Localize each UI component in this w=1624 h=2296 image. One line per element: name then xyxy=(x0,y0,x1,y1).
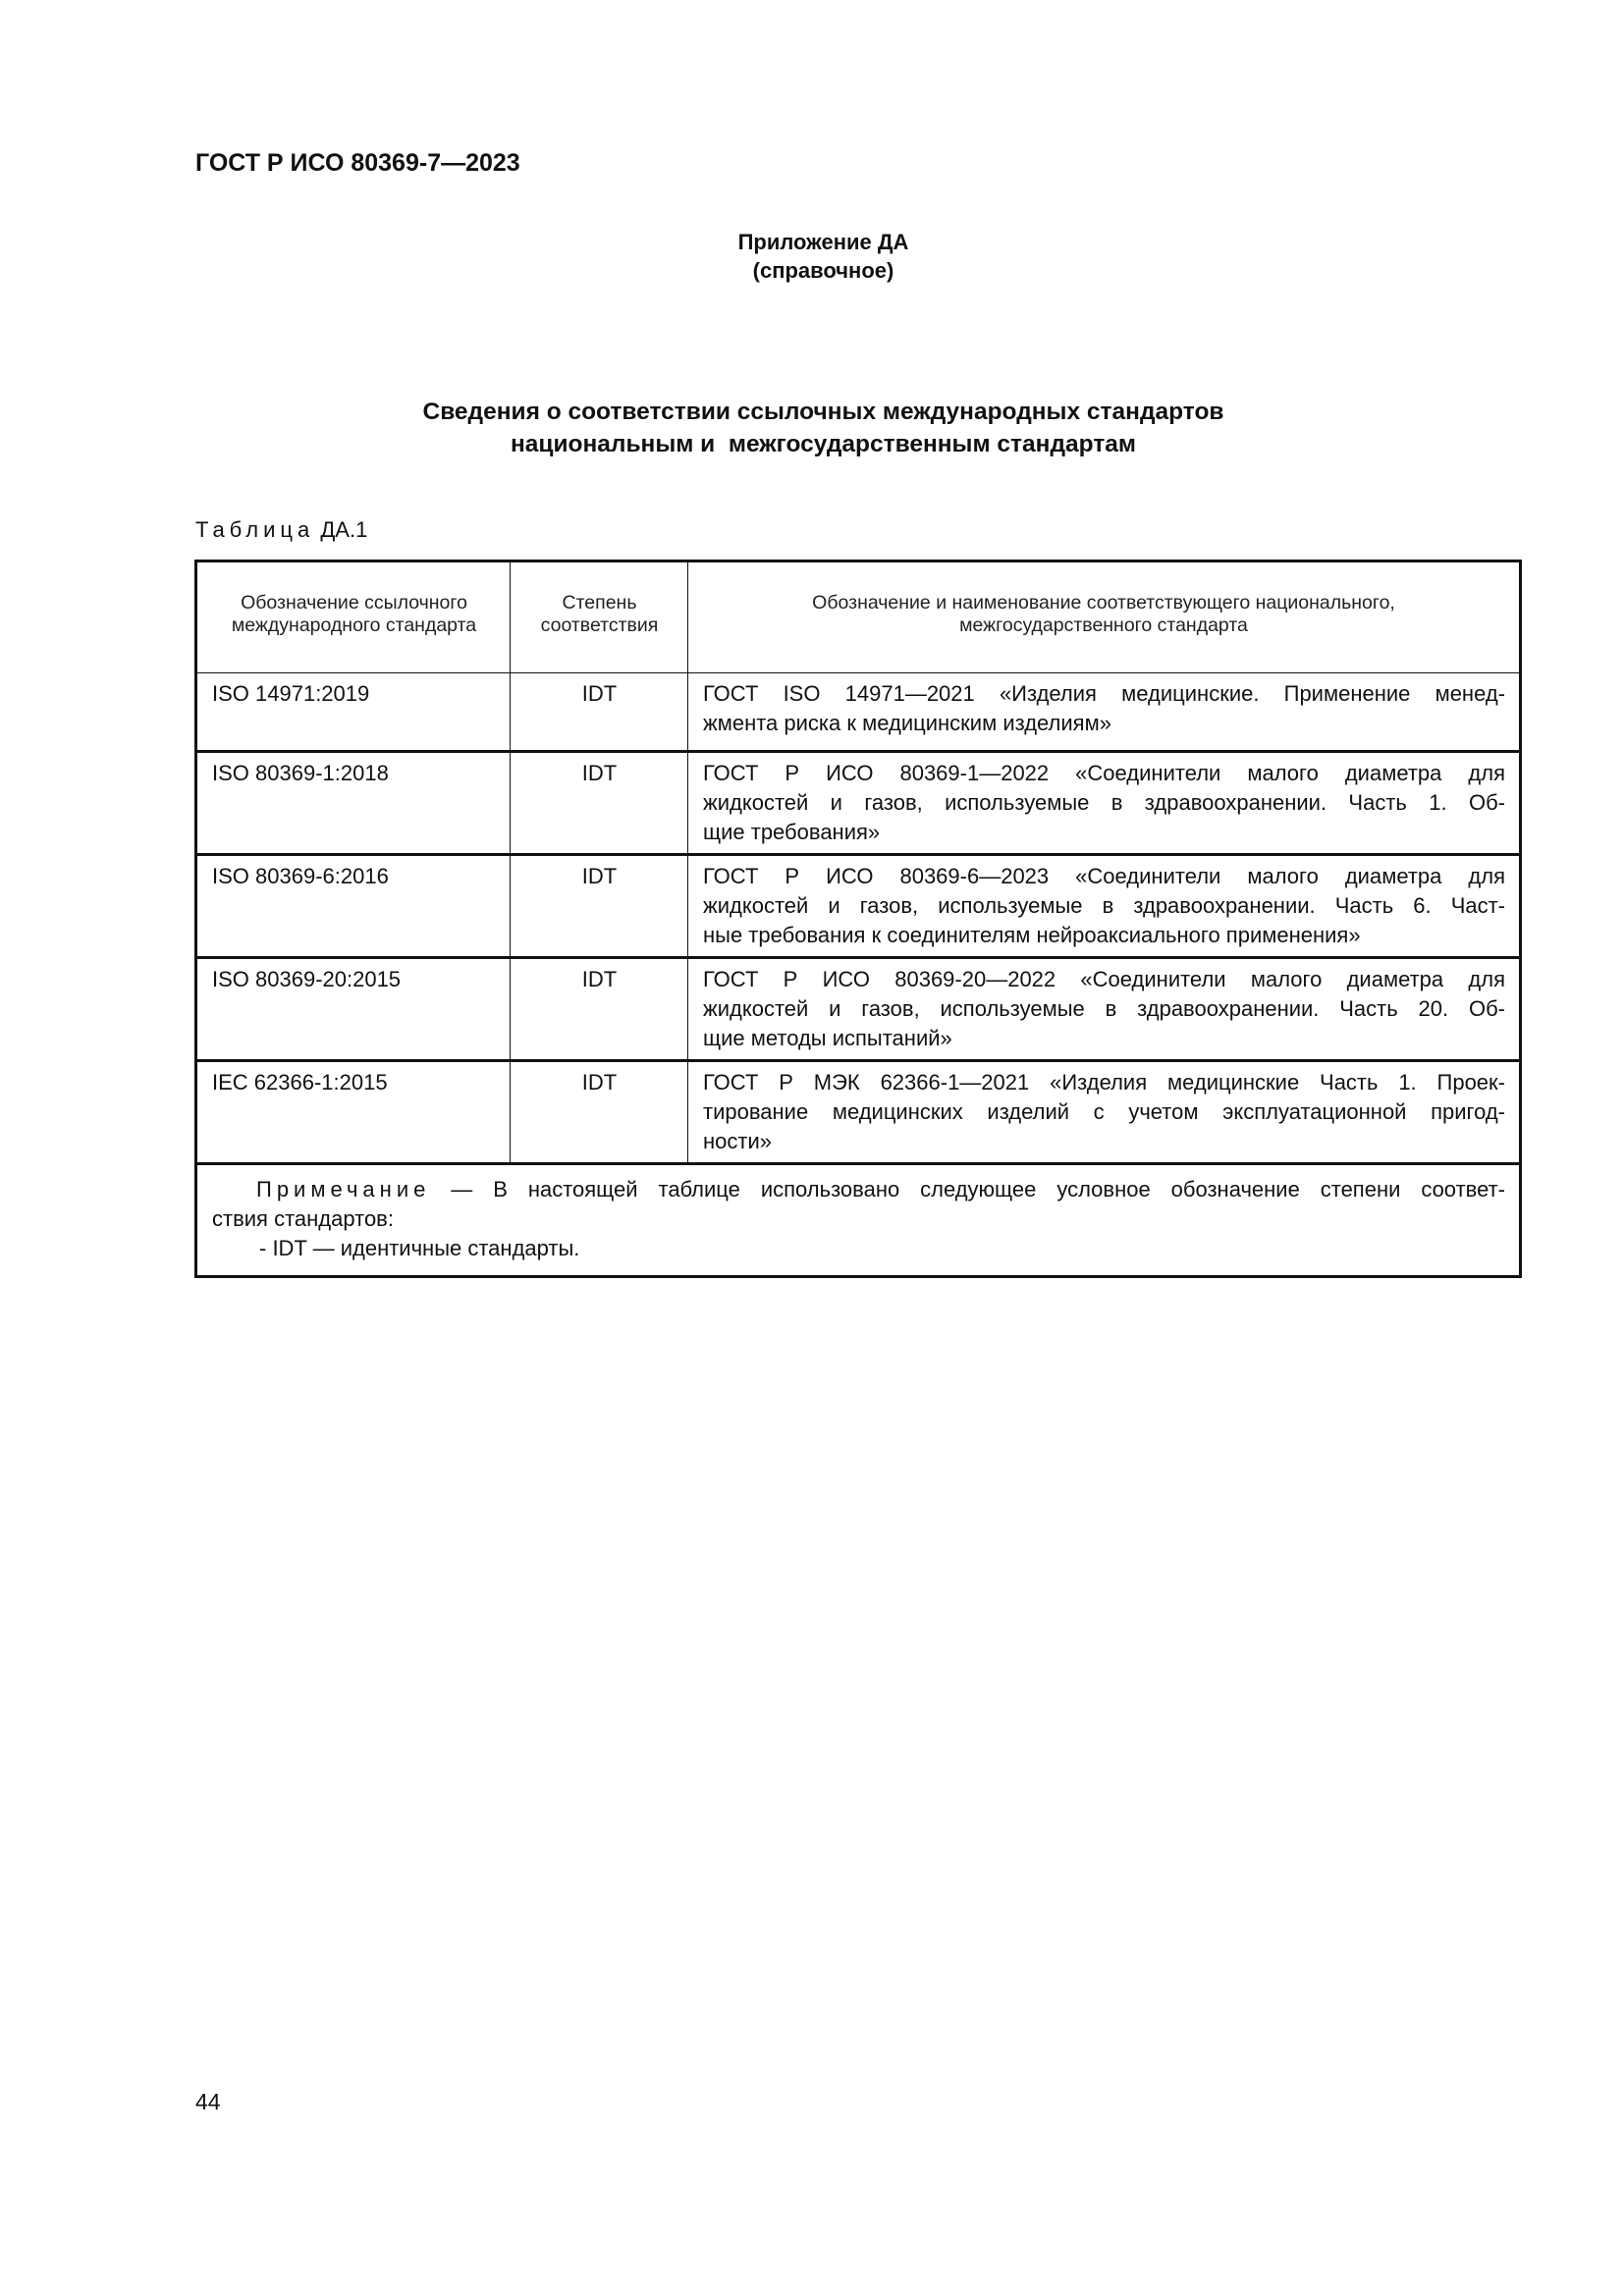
national-standard-line: ГОСТ Р ИСО 80369-6—2023 «Соединители мал… xyxy=(703,864,1505,888)
table-caption-number: ДА.1 xyxy=(320,517,368,542)
degree-cell: IDT xyxy=(510,853,688,958)
national-standard-cell: ГОСТ Р ИСО 80369-1—2022 «Соединители мал… xyxy=(687,750,1521,855)
degree-cell: IDT xyxy=(510,956,688,1061)
national-standard-line: ГОСТ Р ИСО 80369-1—2022 «Соединители мал… xyxy=(703,761,1505,785)
note-line-1: — В настоящей таблице использовано следу… xyxy=(430,1177,1505,1201)
national-standard-line: жидкостей и газов, используемые в здраво… xyxy=(703,790,1505,815)
national-standard-line: тирование медицинских изделий с учетом э… xyxy=(703,1099,1505,1124)
national-standard-line: ГОСТ Р МЭК 62366-1—2021 «Изделия медицин… xyxy=(703,1070,1505,1095)
national-standard-line: ГОСТ Р ИСО 80369-20—2022 «Соединители ма… xyxy=(703,967,1505,991)
correspondence-table: Обозначение ссылочного международного ст… xyxy=(194,560,1522,1278)
national-standard-cell: ГОСТ Р МЭК 62366-1—2021 «Изделия медицин… xyxy=(687,1059,1521,1164)
national-standard-line: щие методы испытаний» xyxy=(703,1026,952,1050)
national-standard-cell: ГОСТ Р ИСО 80369-6—2023 «Соединители мал… xyxy=(687,853,1521,958)
national-standard-line: жмента риска к медицинским изделиям» xyxy=(703,711,1111,735)
reference-standard-cell: ISO 80369-1:2018 xyxy=(195,750,511,855)
page-number: 44 xyxy=(195,2089,221,2114)
reference-standard-cell: IEC 62366-1:2015 xyxy=(195,1059,511,1164)
reference-standard-cell: ISO 80369-20:2015 xyxy=(195,956,511,1061)
degree-cell: IDT xyxy=(510,1059,688,1164)
national-standard-line: ности» xyxy=(703,1129,772,1153)
document-code: ГОСТ Р ИСО 80369-7—2023 xyxy=(195,149,520,177)
national-standard-cell: ГОСТ Р ИСО 80369-20—2022 «Соединители ма… xyxy=(687,956,1521,1061)
table-row: IEC 62366-1:2015 IDT ГОСТ Р МЭК 62366-1—20… xyxy=(195,1059,1521,1164)
note-label: Примечание xyxy=(256,1177,431,1201)
annex-title: Приложение ДА xyxy=(737,230,909,254)
section-title: Сведения о соответствии ссылочных междун… xyxy=(0,396,1624,460)
national-standard-line: жидкостей и газов, используемые в здраво… xyxy=(703,996,1505,1021)
table-caption: Таблица ДА.1 xyxy=(195,517,367,543)
table-header-row: Обозначение ссылочного международного ст… xyxy=(195,561,1521,673)
degree-cell: IDT xyxy=(510,672,688,752)
table-note: Примечание — В настоящей таблице использ… xyxy=(195,1162,1521,1277)
table-caption-word: Таблица xyxy=(195,517,315,542)
table-row: ISO 80369-20:2015 IDT ГОСТ Р ИСО 80369-20—… xyxy=(195,956,1521,1061)
table-row: ISO 14971:2019 IDT ГОСТ ISO 14971—2021 «Из… xyxy=(195,672,1521,752)
title-line-2: национальным и межгосударственным станда… xyxy=(510,431,1137,457)
note-line-2: ствия стандартов: xyxy=(212,1206,394,1231)
national-standard-cell: ГОСТ ISO 14971—2021 «Изделия медицинские… xyxy=(687,672,1521,752)
note-line-3: - IDT — идентичные стандарты. xyxy=(259,1236,580,1260)
header-national-standard: Обозначение и наименование соответствующ… xyxy=(687,561,1521,673)
reference-standard-cell: ISO 14971:2019 xyxy=(195,672,511,752)
annex-heading: Приложение ДА (справочное) xyxy=(0,228,1624,285)
national-standard-line: щие требования» xyxy=(703,820,881,844)
table-row: ISO 80369-1:2018 IDT ГОСТ Р ИСО 80369-1—20… xyxy=(195,750,1521,855)
title-line-1: Сведения о соответствии ссылочных междун… xyxy=(422,399,1224,425)
annex-type: (справочное) xyxy=(752,258,894,283)
national-standard-line: ГОСТ ISO 14971—2021 «Изделия медицинские… xyxy=(703,681,1505,706)
reference-standard-cell: ISO 80369-6:2016 xyxy=(195,853,511,958)
table-row: ISO 80369-6:2016 IDT ГОСТ Р ИСО 80369-6—20… xyxy=(195,853,1521,958)
header-degree: Степень соответствия xyxy=(510,561,688,673)
table-note-row: Примечание — В настоящей таблице использ… xyxy=(195,1162,1521,1277)
national-standard-line: ные требования к соединителям нейроаксиа… xyxy=(703,923,1361,947)
national-standard-line: жидкостей и газов, используемые в здраво… xyxy=(703,893,1505,918)
degree-cell: IDT xyxy=(510,750,688,855)
header-reference-standard: Обозначение ссылочного международного ст… xyxy=(195,561,511,673)
